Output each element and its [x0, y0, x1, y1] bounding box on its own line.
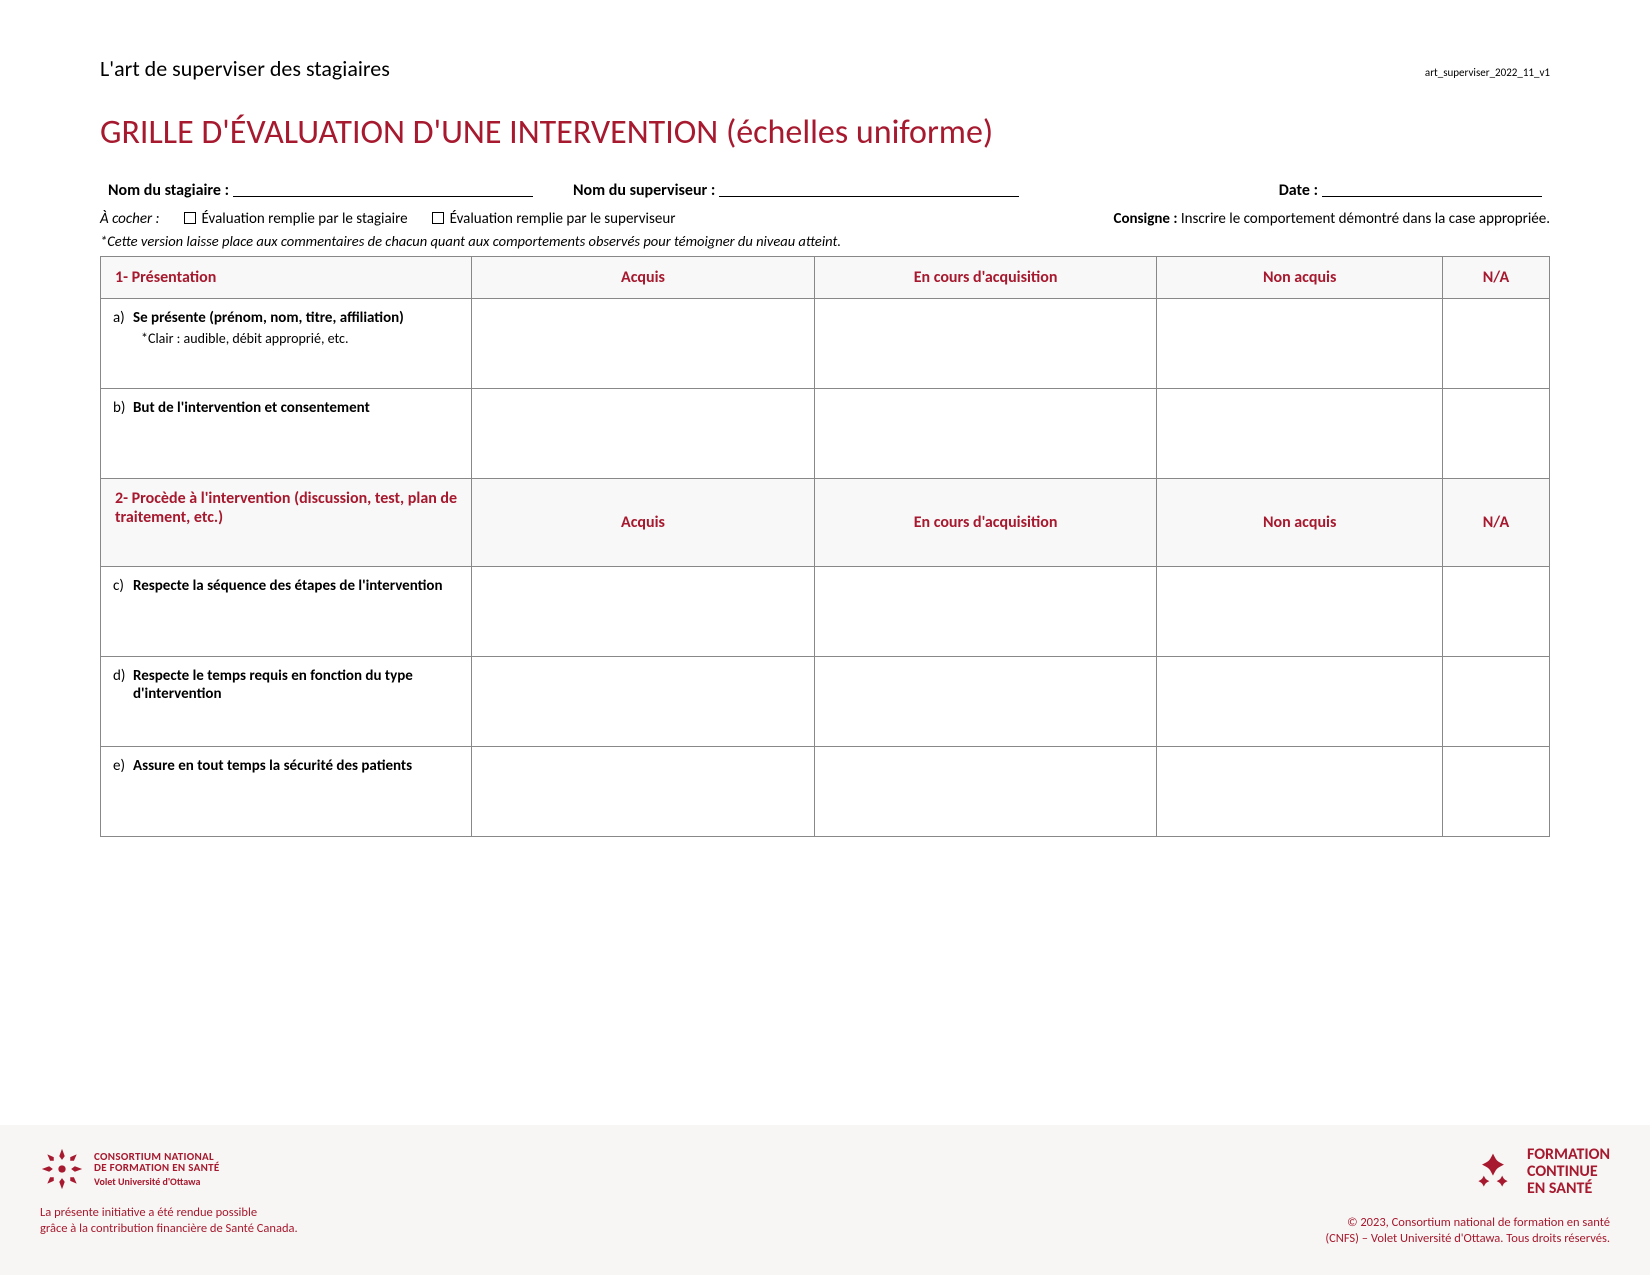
footer-note-line1: La présente initiative a été rendue poss…	[40, 1205, 298, 1221]
col-en-cours: En cours d'acquisition	[814, 479, 1157, 567]
cell-en-cours[interactable]	[814, 657, 1157, 747]
footer-logo-sub: Volet Université d'Ottawa	[94, 1177, 220, 1188]
footer-right: FORMATION CONTINUE EN SANTÉ © 2023, Cons…	[1325, 1147, 1610, 1275]
version-note: *Cette version laisse place aux commenta…	[100, 232, 1550, 250]
col-non-acquis: Non acquis	[1157, 479, 1443, 567]
superviseur-field: Nom du superviseur :	[573, 181, 1019, 200]
cell-acquis[interactable]	[472, 299, 815, 389]
cell-na[interactable]	[1442, 389, 1549, 479]
evaluation-grid: 1- PrésentationAcquisEn cours d'acquisit…	[100, 256, 1550, 837]
cell-non-acquis[interactable]	[1157, 389, 1443, 479]
cell-en-cours[interactable]	[814, 299, 1157, 389]
a-cocher-label: À cocher :	[100, 210, 160, 228]
checkbox-stagiaire[interactable]: Évaluation remplie par le stagiaire	[184, 210, 408, 228]
cell-na[interactable]	[1442, 747, 1549, 837]
right-logo-l3: EN SANTÉ	[1527, 1181, 1610, 1198]
formation-logo-icon	[1471, 1150, 1515, 1194]
criterion-cell: e)Assure en tout temps la sécurité des p…	[101, 747, 472, 837]
copyright-l2: (CNFS) – Volet Université d'Ottawa. Tous…	[1325, 1231, 1610, 1247]
table-row: d)Respecte le temps requis en fonction d…	[101, 657, 1550, 747]
stagiaire-field: Nom du stagiaire :	[108, 181, 533, 200]
section-header-row: 1- PrésentationAcquisEn cours d'acquisit…	[101, 257, 1550, 299]
cell-non-acquis[interactable]	[1157, 657, 1443, 747]
consigne-label: Consigne :	[1114, 210, 1181, 228]
section-header-row: 2- Procède à l'intervention (discussion,…	[101, 479, 1550, 567]
criterion-cell: d)Respecte le temps requis en fonction d…	[101, 657, 472, 747]
criterion-cell: c)Respecte la séquence des étapes de l'i…	[101, 567, 472, 657]
table-row: c)Respecte la séquence des étapes de l'i…	[101, 567, 1550, 657]
criterion-cell: b)But de l'intervention et consentement	[101, 389, 472, 479]
cell-en-cours[interactable]	[814, 567, 1157, 657]
footer-logo-line2: DE FORMATION EN SANTÉ	[94, 1162, 220, 1174]
col-en-cours: En cours d'acquisition	[814, 257, 1157, 299]
criterion-cell: a)Se présente (prénom, nom, titre, affil…	[101, 299, 472, 389]
checkbox-icon	[184, 212, 196, 224]
document-version: art_superviser_2022_11_v1	[1425, 66, 1550, 79]
section-title: 1- Présentation	[101, 257, 472, 299]
document-header: L'art de superviser des stagiaires art_s…	[100, 55, 1550, 82]
col-non-acquis: Non acquis	[1157, 257, 1443, 299]
table-row: b)But de l'intervention et consentement	[101, 389, 1550, 479]
cell-non-acquis[interactable]	[1157, 299, 1443, 389]
item-letter: e)	[113, 757, 133, 775]
item-text: Assure en tout temps la sécurité des pat…	[133, 757, 455, 775]
document-subtitle: L'art de superviser des stagiaires	[100, 55, 390, 82]
checkbox-superviseur[interactable]: Évaluation remplie par le superviseur	[432, 210, 676, 228]
date-field: Date :	[1279, 181, 1542, 200]
consigne: Consigne : Inscrire le comportement démo…	[1114, 210, 1551, 228]
name-fields-row: Nom du stagiaire : Nom du superviseur : …	[100, 181, 1550, 200]
item-text: Respecte la séquence des étapes de l'int…	[133, 577, 455, 595]
page-title: GRILLE D'ÉVALUATION D'UNE INTERVENTION (…	[100, 112, 1550, 153]
table-row: e)Assure en tout temps la sécurité des p…	[101, 747, 1550, 837]
cell-non-acquis[interactable]	[1157, 567, 1443, 657]
cell-non-acquis[interactable]	[1157, 747, 1443, 837]
superviseur-label: Nom du superviseur :	[573, 181, 715, 200]
page-footer: CONSORTIUM NATIONAL DE FORMATION EN SANT…	[0, 1125, 1650, 1275]
stagiaire-input-line[interactable]	[233, 196, 533, 197]
col-acquis: Acquis	[472, 479, 815, 567]
superviseur-input-line[interactable]	[719, 196, 1019, 197]
item-letter: b)	[113, 399, 133, 417]
item-letter: a)	[113, 309, 133, 327]
cell-acquis[interactable]	[472, 389, 815, 479]
cell-en-cours[interactable]	[814, 747, 1157, 837]
consigne-text: Inscrire le comportement démontré dans l…	[1181, 210, 1550, 228]
cell-na[interactable]	[1442, 567, 1549, 657]
checkbox-icon	[432, 212, 444, 224]
cell-na[interactable]	[1442, 657, 1549, 747]
table-row: a)Se présente (prénom, nom, titre, affil…	[101, 299, 1550, 389]
date-input-line[interactable]	[1322, 196, 1542, 197]
cell-acquis[interactable]	[472, 567, 815, 657]
stagiaire-label: Nom du stagiaire :	[108, 181, 229, 200]
footer-note-line2: grâce à la contribution financière de Sa…	[40, 1221, 298, 1237]
checkbox-row: À cocher : Évaluation remplie par le sta…	[100, 210, 1550, 228]
cnfs-logo-icon	[40, 1147, 84, 1191]
item-letter: c)	[113, 577, 133, 595]
item-text: Respecte le temps requis en fonction du …	[133, 667, 455, 703]
copyright-l1: © 2023, Consortium national de formation…	[1325, 1215, 1610, 1231]
cell-acquis[interactable]	[472, 747, 815, 837]
item-letter: d)	[113, 667, 133, 685]
col-acquis: Acquis	[472, 257, 815, 299]
item-text: Se présente (prénom, nom, titre, affilia…	[133, 309, 455, 347]
cell-na[interactable]	[1442, 299, 1549, 389]
date-label: Date :	[1279, 181, 1318, 200]
item-text: But de l'intervention et consentement	[133, 399, 455, 417]
col-na: N/A	[1442, 479, 1549, 567]
cell-acquis[interactable]	[472, 657, 815, 747]
col-na: N/A	[1442, 257, 1549, 299]
footer-left: CONSORTIUM NATIONAL DE FORMATION EN SANT…	[40, 1147, 298, 1275]
cell-en-cours[interactable]	[814, 389, 1157, 479]
section-title: 2- Procède à l'intervention (discussion,…	[101, 479, 472, 567]
